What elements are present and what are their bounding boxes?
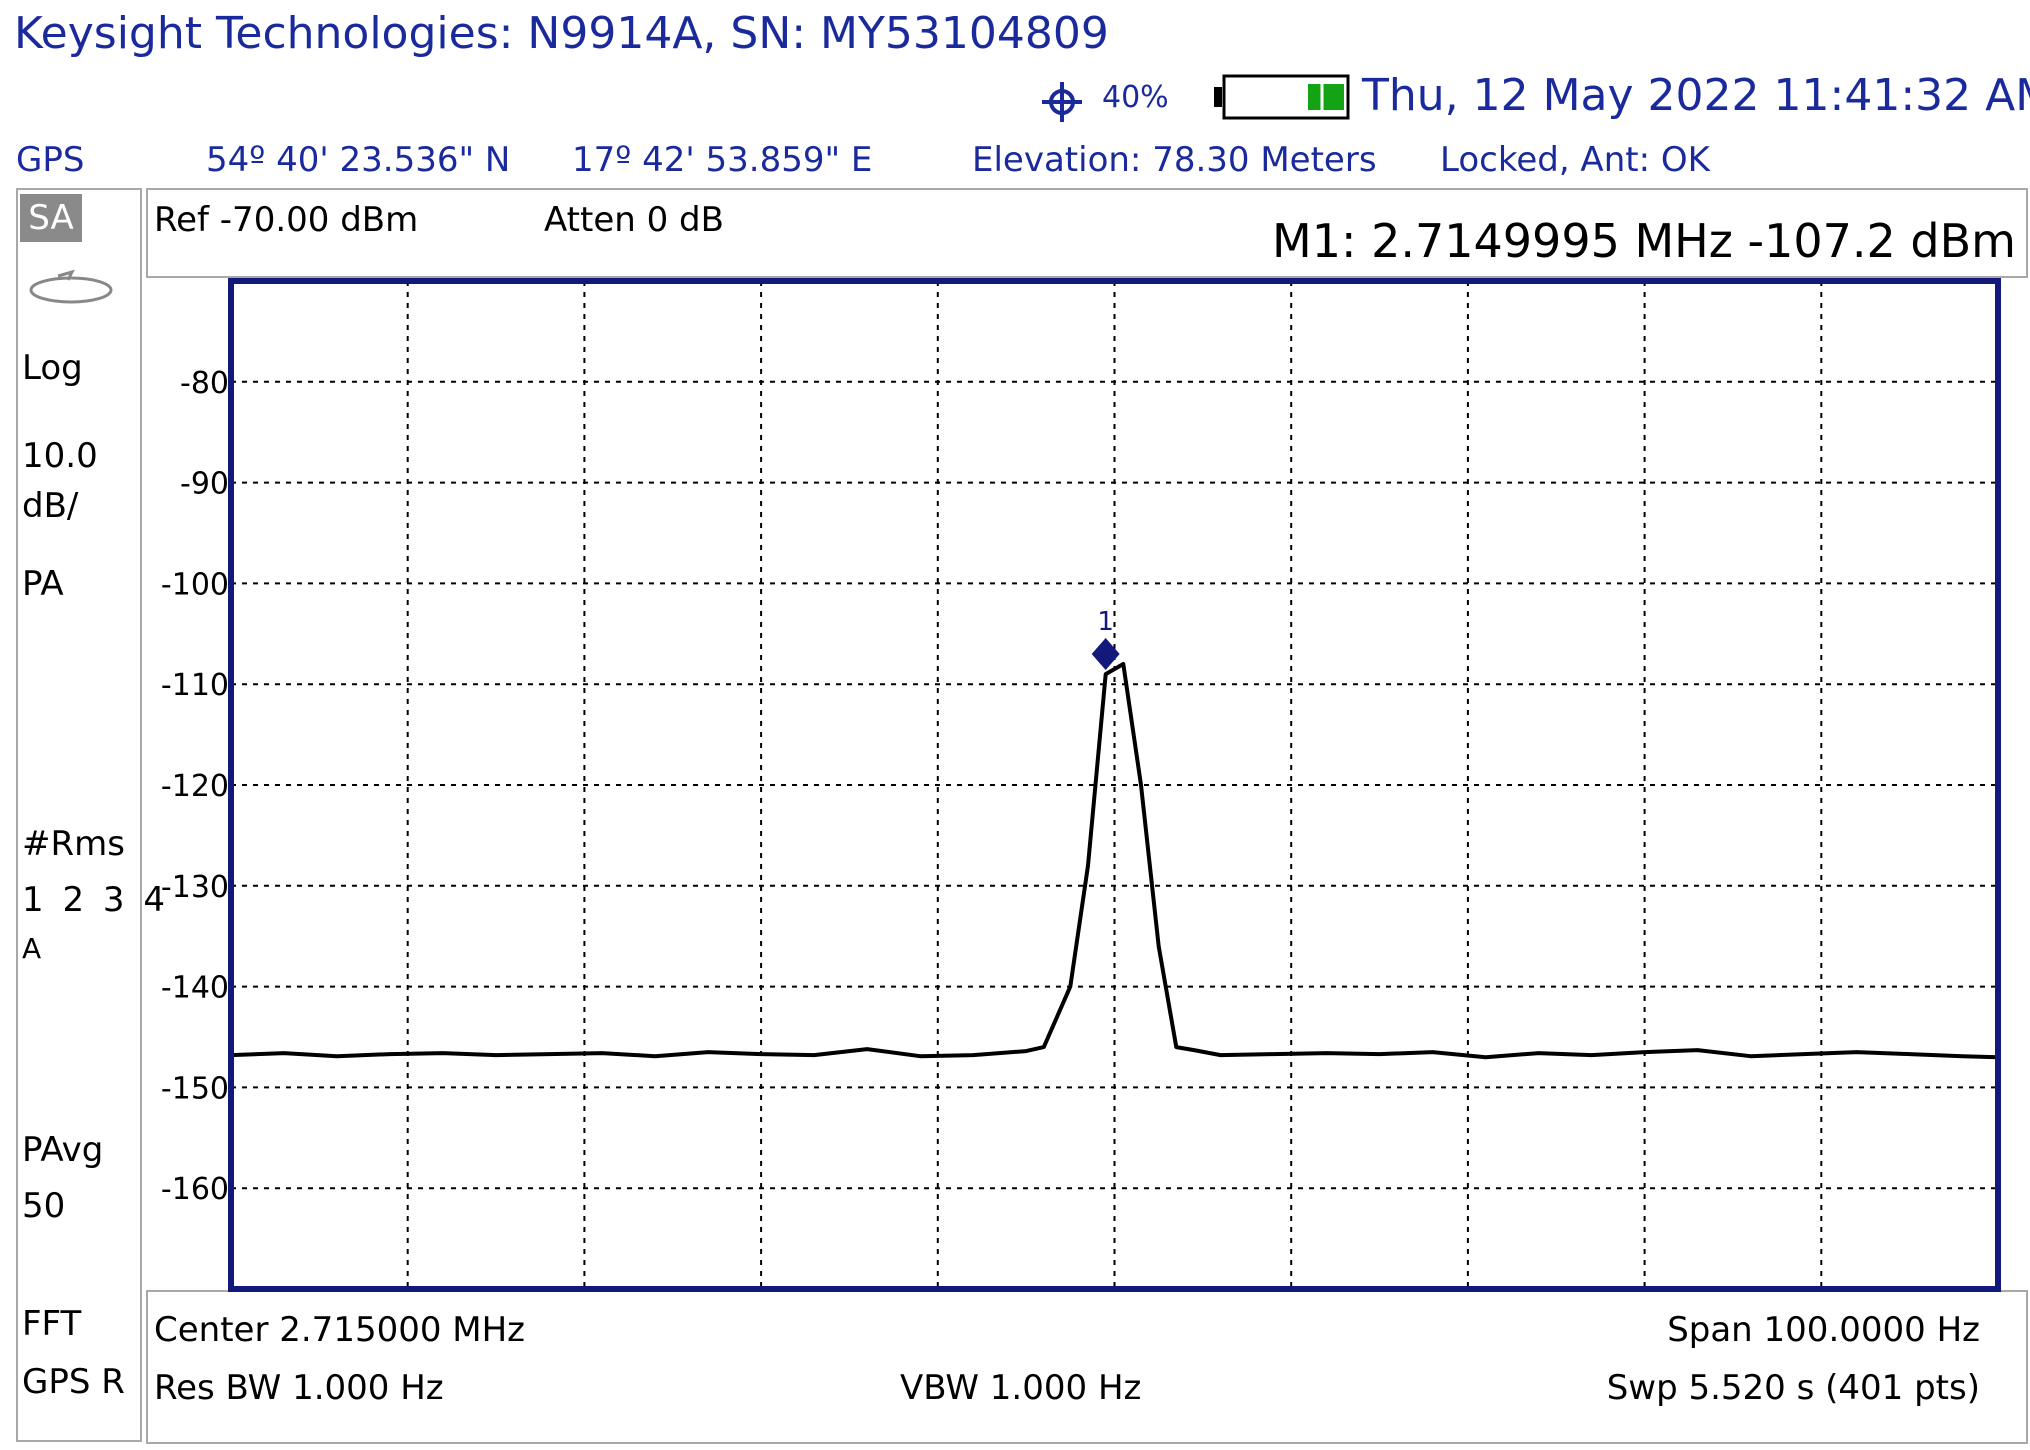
gps-lock-status: Locked, Ant: OK	[1440, 140, 1710, 180]
detector-mode: #Rms	[22, 824, 125, 864]
y-tick-labels: -80 -90 -100 -110 -120 -130 -140 -150 -160	[161, 366, 229, 1207]
spectrum-trace	[230, 662, 1999, 1060]
reference-info-box: Ref -70.00 dBm Atten 0 dB M1: 2.7149995 …	[146, 188, 2028, 278]
rotary-knob-icon	[29, 269, 113, 304]
marker-layer: 1	[1091, 607, 1120, 670]
y-tick-label: -160	[161, 1172, 229, 1207]
video-bandwidth[interactable]: VBW 1.000 Hz	[900, 1368, 1142, 1408]
gps-crosshair-icon	[1042, 82, 1082, 122]
gps-longitude: 17º 42' 53.859" E	[572, 140, 873, 180]
preamp-indicator: PA	[22, 564, 64, 604]
y-tick-label: -120	[161, 769, 229, 804]
plot-frame	[228, 278, 2001, 1292]
y-tick-label: -80	[180, 366, 229, 401]
y-tick-label: -100	[161, 567, 229, 602]
sweep-time[interactable]: Swp 5.520 s (401 pts)	[1606, 1368, 1980, 1408]
reference-level[interactable]: Ref -70.00 dBm	[154, 200, 419, 240]
trace-numbers: 1 2 3 4	[22, 880, 169, 920]
instrument-title: Keysight Technologies: N9914A, SN: MY531…	[14, 8, 1109, 59]
scale-value[interactable]: 10.0	[22, 436, 98, 476]
sync-source: GPS R	[22, 1362, 125, 1402]
marker-diamond	[1091, 637, 1120, 670]
y-tick-label: -110	[161, 668, 229, 703]
y-tick-label: -140	[161, 971, 229, 1006]
mode-badge[interactable]: SA	[20, 194, 82, 242]
battery-fill	[1308, 84, 1344, 110]
marker-readout: M1: 2.7149995 MHz -107.2 dBm	[1272, 214, 2016, 268]
gps-label: GPS	[16, 140, 85, 180]
y-tick-label: -150	[161, 1071, 229, 1106]
resolution-bandwidth[interactable]: Res BW 1.000 Hz	[154, 1368, 444, 1408]
left-settings-panel: SA Log 10.0 dB/ PA #Rms 1 2 3 4 A PAvg 5…	[16, 188, 165, 1442]
average-count: 50	[22, 1186, 66, 1226]
y-tick-label: -130	[161, 870, 229, 905]
marker-label: 1	[1097, 607, 1114, 637]
battery-icon	[1214, 74, 1350, 120]
average-label: PAvg	[22, 1130, 104, 1170]
gps-elevation: Elevation: 78.30 Meters	[972, 140, 1377, 180]
scale-type[interactable]: Log	[22, 348, 83, 388]
frequency-span[interactable]: Span 100.0000 Hz	[1667, 1310, 1980, 1350]
y-tick-label: -90	[180, 467, 229, 502]
center-frequency[interactable]: Center 2.715000 MHz	[154, 1310, 526, 1350]
attenuation[interactable]: Atten 0 dB	[544, 200, 724, 240]
gps-latitude: 54º 40' 23.536" N	[206, 140, 511, 180]
scale-unit: dB/	[22, 486, 79, 526]
plot-grid	[231, 281, 1998, 1289]
trace-state: A	[22, 932, 42, 965]
sweep-mode: FFT	[22, 1304, 82, 1344]
datetime: Thu, 12 May 2022 11:41:32 AM	[1362, 70, 2030, 121]
battery-percent: 40%	[1102, 80, 1169, 115]
